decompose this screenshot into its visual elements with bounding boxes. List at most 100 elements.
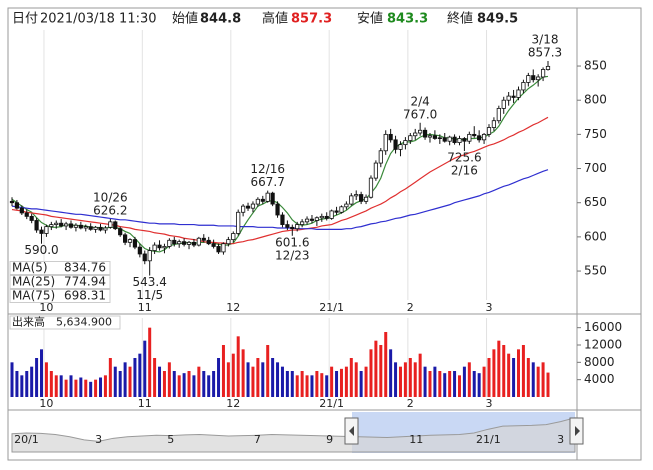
candle-body: [408, 135, 413, 141]
candle-body: [437, 137, 442, 139]
volume-bar: [261, 362, 265, 397]
annotation-date: 2/16: [451, 164, 478, 178]
y-tick-label: 600: [584, 229, 607, 243]
candle-body: [540, 69, 546, 78]
legend-value: 774.94: [64, 275, 106, 289]
volume-bar: [339, 368, 343, 397]
volume-label-box: [9, 315, 121, 330]
x-tick-label: 10: [39, 397, 53, 410]
candle-body: [545, 65, 551, 70]
candle-body: [196, 237, 201, 246]
volume-bar: [153, 358, 157, 397]
volume-bar: [398, 366, 402, 397]
volume-bar: [99, 377, 103, 397]
candle-body: [280, 214, 285, 225]
navigator-tick-label: 20/1: [14, 433, 39, 446]
candle-body: [29, 215, 34, 221]
candle-body: [501, 99, 506, 109]
volume-current: 5,634.900: [56, 316, 112, 329]
candle-body: [147, 250, 152, 262]
candle-body: [285, 224, 290, 228]
moving-average-line: [11, 169, 549, 230]
volume-bar: [526, 358, 530, 397]
close-label: 終値: [447, 11, 473, 27]
annotation-date: 10/26: [93, 190, 128, 204]
volume-bar: [226, 362, 230, 397]
candle-body: [388, 133, 393, 141]
volume-bar: [177, 375, 181, 397]
volume-bar: [40, 349, 44, 397]
legend-value: 834.76: [64, 261, 106, 275]
candle-body: [226, 239, 231, 245]
annotation-value: 857.3: [528, 46, 562, 60]
candle-body: [467, 133, 472, 142]
volume-bar: [541, 362, 545, 397]
volume-bar: [251, 366, 255, 397]
candle-body: [182, 241, 187, 245]
volume-bar: [207, 375, 211, 397]
navigator-tick-label: 3: [95, 433, 102, 446]
volume-bar: [457, 375, 461, 397]
legend-box: [9, 289, 111, 303]
volume-bar: [118, 371, 122, 397]
volume-bar: [354, 362, 358, 397]
candle-body: [142, 253, 147, 262]
volume-bar: [507, 353, 511, 397]
volume-bar: [20, 375, 24, 397]
volume-bar: [231, 353, 235, 397]
datetime: 2021/03/18 11:30: [40, 12, 157, 27]
volume-bar: [148, 327, 152, 397]
candle-body: [516, 89, 521, 98]
volume-bar: [379, 345, 383, 397]
x-tick-label: 21/1: [319, 397, 344, 410]
annotation-value: 725.6: [447, 151, 481, 165]
candle-body: [506, 95, 511, 101]
low-label: 安値: [357, 11, 383, 27]
y-tick-label: 8000: [584, 355, 615, 369]
volume-bar: [408, 358, 412, 397]
candle-body: [339, 206, 344, 213]
x-tick-label: 2: [407, 397, 414, 410]
volume-bar: [472, 371, 476, 397]
volume-bar: [246, 362, 250, 397]
candle-body: [63, 223, 69, 227]
volume-bar: [389, 349, 393, 397]
legend-value: 698.31: [64, 289, 106, 303]
volume-bar: [418, 353, 422, 397]
x-tick-label: 2: [407, 301, 414, 314]
candle-body: [113, 221, 118, 230]
volume-bar: [266, 345, 270, 397]
volume-bar: [49, 371, 53, 397]
candle-body: [231, 233, 236, 241]
candle-body: [486, 127, 492, 135]
volume-bar: [25, 371, 29, 397]
candle-body: [354, 194, 359, 197]
candle-body: [127, 239, 133, 243]
candle-body: [368, 177, 374, 198]
candle-body: [241, 205, 246, 213]
volume-bar: [172, 371, 176, 397]
candle-body: [157, 244, 162, 249]
volume-bar: [241, 349, 245, 397]
x-tick-label: 11: [138, 397, 152, 410]
volume-bar: [502, 345, 506, 397]
volume-bar: [428, 371, 432, 397]
volume-bar: [369, 349, 373, 397]
legend-name: MA(75): [12, 289, 55, 303]
volume-bar: [359, 371, 363, 397]
candle-body: [98, 226, 103, 231]
volume-bar: [64, 379, 68, 397]
candle-body: [477, 135, 482, 141]
candle-body: [472, 133, 477, 137]
x-tick-label: 10: [39, 301, 53, 314]
range-handle[interactable]: [569, 417, 584, 445]
candle-body: [442, 137, 447, 142]
candle-body: [191, 241, 197, 246]
range-handle[interactable]: [344, 417, 359, 445]
volume-bar: [202, 371, 206, 397]
volume-bar: [492, 349, 496, 397]
candle-body: [319, 215, 324, 219]
y-tick-label: 700: [584, 161, 607, 175]
annotation-value: 626.2: [93, 203, 127, 217]
volume-bar: [94, 379, 98, 397]
